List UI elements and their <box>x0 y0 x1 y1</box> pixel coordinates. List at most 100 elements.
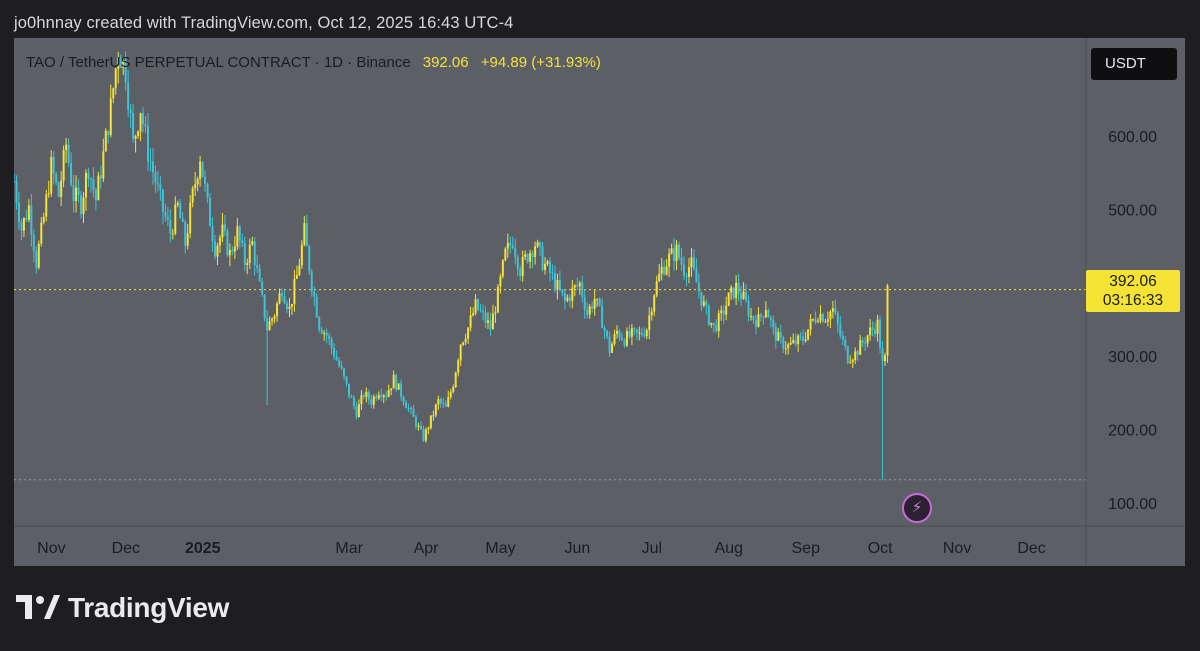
candle <box>343 367 346 380</box>
candle <box>15 175 18 210</box>
candle <box>759 312 762 322</box>
candle-body <box>310 271 313 292</box>
candle <box>444 400 447 407</box>
candle <box>204 170 207 192</box>
candle-body <box>663 266 666 275</box>
candle <box>834 299 837 316</box>
candle-body <box>846 346 849 363</box>
candle-body <box>596 298 599 300</box>
candle-body <box>740 293 743 299</box>
candle-body <box>246 262 249 265</box>
candle <box>675 240 678 270</box>
candle-body <box>551 272 554 274</box>
candle <box>427 426 430 435</box>
candle <box>549 256 551 282</box>
candle <box>521 250 524 282</box>
candle <box>613 329 616 346</box>
candle <box>884 352 886 366</box>
candle-body <box>804 339 807 341</box>
candle-body <box>459 344 462 361</box>
candle <box>578 280 581 295</box>
candle-body <box>199 161 202 180</box>
candle <box>695 258 698 283</box>
candle <box>248 238 251 270</box>
symbol-name: TAO / TetherUS PERPETUAL CONTRACT · 1D ·… <box>26 54 411 71</box>
x-tick-label: Nov <box>37 540 65 557</box>
candle-body <box>861 340 864 343</box>
candle-body <box>40 222 43 244</box>
candle-body <box>618 330 621 338</box>
y-tick-label: 500.00 <box>1108 202 1157 219</box>
chart-panel[interactable]: 100.00 200.00 300.00 500.00 600.00 Nov Dec 202… <box>14 38 1185 566</box>
candle <box>70 152 73 187</box>
price-chart[interactable]: 100.00 200.00 300.00 500.00 600.00 Nov Dec 202… <box>14 38 1185 566</box>
candle-body <box>472 313 475 316</box>
candle <box>154 165 157 193</box>
candle-body <box>142 113 145 125</box>
candle-body <box>288 306 291 309</box>
candle <box>253 237 256 276</box>
candle <box>156 170 159 192</box>
candle-body <box>139 113 142 132</box>
candle <box>869 319 872 341</box>
candle <box>14 173 15 183</box>
candle <box>258 263 261 283</box>
lightning-bolt-icon[interactable]: ⚡ <box>902 493 932 523</box>
candle <box>625 327 628 348</box>
candle-body <box>119 57 122 68</box>
currency-button[interactable]: USDT <box>1091 48 1177 80</box>
candle-body <box>725 305 728 315</box>
candle <box>732 287 735 300</box>
candle <box>20 218 23 241</box>
candle-body <box>191 188 194 203</box>
candle-body <box>395 374 398 390</box>
candle-body <box>154 172 157 184</box>
candle <box>489 312 492 336</box>
candle <box>628 324 631 340</box>
candle <box>630 324 633 346</box>
candle <box>730 284 733 301</box>
candle <box>107 130 110 144</box>
candle-body <box>486 320 489 323</box>
candle-body <box>218 237 221 246</box>
candle <box>692 249 695 271</box>
candle <box>214 235 216 260</box>
candle-body <box>506 242 509 249</box>
candle <box>45 189 48 222</box>
candle-body <box>754 320 757 327</box>
candle-body <box>876 319 879 334</box>
candle <box>328 332 331 345</box>
candle-body <box>690 257 693 268</box>
candle-body <box>42 216 45 223</box>
candle <box>149 148 152 172</box>
candle-body <box>330 338 333 348</box>
candle <box>380 388 383 402</box>
candle-body <box>159 184 162 190</box>
candle <box>256 255 259 273</box>
candle <box>807 329 810 341</box>
candle-body <box>658 273 661 282</box>
candle-body <box>504 248 507 261</box>
candle <box>134 134 137 153</box>
candle <box>784 341 787 355</box>
candle-body <box>407 407 410 409</box>
candle <box>261 277 264 297</box>
candle <box>206 182 209 204</box>
candle-body <box>886 285 889 356</box>
candle-body <box>839 324 842 336</box>
candle-body <box>313 291 316 297</box>
candle <box>529 249 532 269</box>
candle <box>144 115 147 133</box>
candle-body <box>879 319 882 348</box>
candle-body <box>586 309 589 315</box>
candle-body <box>15 181 18 203</box>
candle <box>740 285 743 307</box>
candle-body <box>578 282 581 287</box>
candle-body <box>174 204 177 234</box>
candle <box>99 165 102 189</box>
candle-body <box>65 144 68 151</box>
candle <box>620 332 623 342</box>
candle-body <box>809 319 812 330</box>
candle <box>556 273 559 300</box>
candle <box>876 314 879 342</box>
